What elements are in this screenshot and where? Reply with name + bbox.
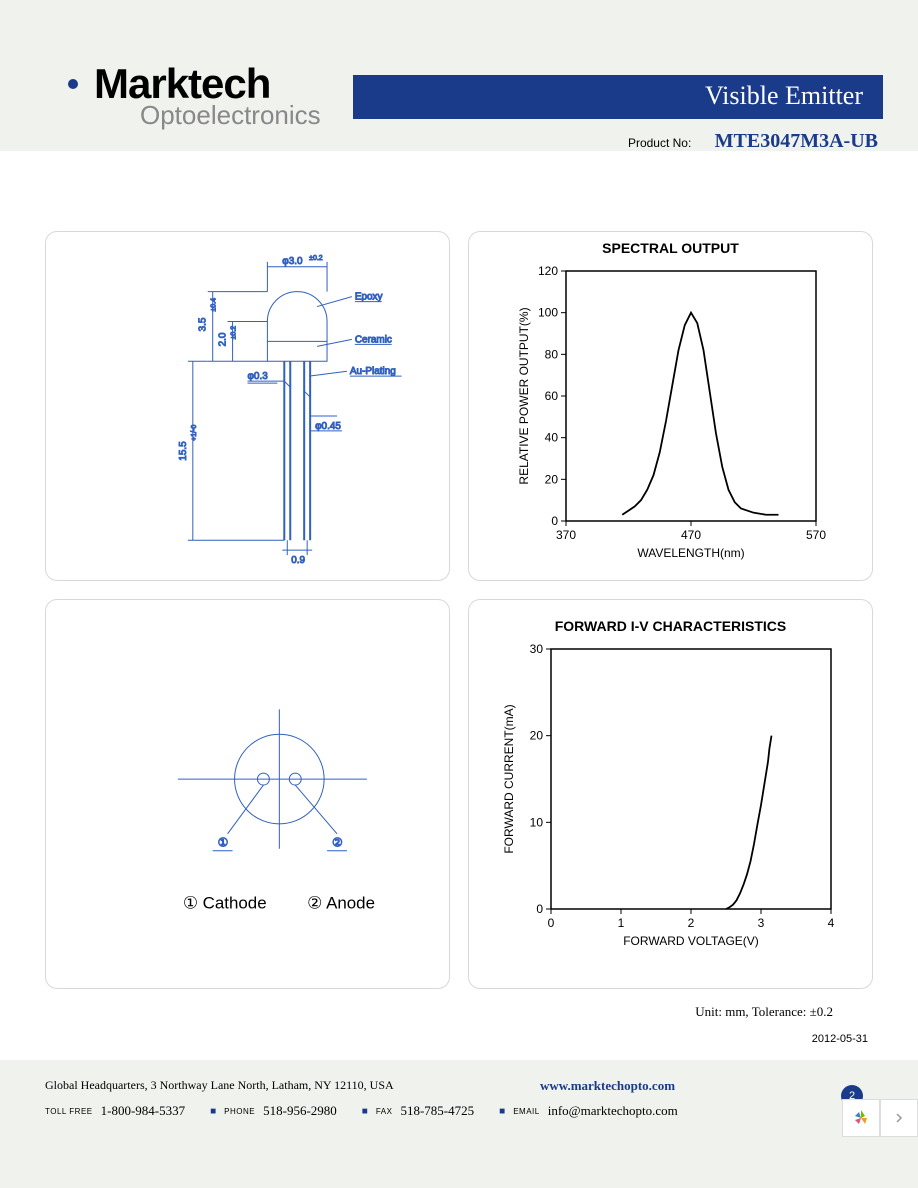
svg-text:570: 570 (805, 528, 825, 542)
svg-text:0: 0 (551, 514, 558, 528)
svg-text:φ0.45: φ0.45 (315, 421, 341, 432)
svg-text:80: 80 (544, 347, 558, 361)
svg-text:60: 60 (544, 389, 558, 403)
unit-note: Unit: mm, Tolerance: ±0.2 (45, 1004, 873, 1020)
mech-side-drawing: φ3.0 ±0.2 3.5 ±0.4 2.0 ±0.2 (46, 232, 449, 580)
svg-text:φ0.3: φ0.3 (248, 371, 269, 382)
email: ■ EMAIL info@marktechopto.com (499, 1103, 678, 1119)
svg-text:2.0: 2.0 (218, 332, 229, 346)
svg-text:②: ② (332, 836, 343, 850)
svg-text:WAVELENGTH(nm): WAVELENGTH(nm) (637, 546, 744, 560)
product-line: Product No: MTE3047M3A-UB (628, 130, 878, 153)
corner-widget (842, 1099, 918, 1137)
svg-text:①: ① (218, 836, 229, 850)
svg-text:40: 40 (544, 431, 558, 445)
footer-hq: Global Headquarters, 3 Northway Lane Nor… (45, 1078, 873, 1093)
title-bar: Visible Emitter (353, 75, 883, 119)
svg-text:3.5: 3.5 (198, 317, 209, 331)
svg-text:370: 370 (555, 528, 575, 542)
phone: ■ PHONE 518-956-2980 (210, 1103, 337, 1119)
svg-text:0.9: 0.9 (291, 555, 305, 566)
spectral-panel: SPECTRAL OUTPUT 0 20 40 60 80 100 120 370 470 570… (468, 231, 873, 581)
product-label: Product No: (628, 136, 691, 150)
iv-title: FORWARD I-V CHARACTERISTICS (469, 618, 872, 634)
mech-side-panel: φ3.0 ±0.2 3.5 ±0.4 2.0 ±0.2 (45, 231, 450, 581)
svg-text:30: 30 (529, 642, 543, 656)
bullet-icon: ■ (362, 1106, 368, 1117)
svg-text:±0.2: ±0.2 (231, 326, 238, 340)
svg-text:4: 4 (827, 916, 834, 930)
spectral-chart: 0 20 40 60 80 100 120 370 470 570 WAVELENGTH(nm) RE… (491, 256, 851, 566)
panel-grid: φ3.0 ±0.2 3.5 ±0.4 2.0 ±0.2 (45, 231, 873, 989)
svg-text:1: 1 (617, 916, 624, 930)
svg-text:20: 20 (529, 729, 543, 743)
product-number: MTE3047M3A-UB (715, 130, 878, 152)
svg-text:RELATIVE POWER OUTPUT(%): RELATIVE POWER OUTPUT(%) (517, 307, 531, 484)
bullet-icon: ■ (210, 1106, 216, 1117)
header: Marktech Optoelectronics Visible Emitter… (0, 0, 918, 151)
content: φ3.0 ±0.2 3.5 ±0.4 2.0 ±0.2 (0, 151, 918, 1060)
svg-text:Ceramic: Ceramic (355, 334, 392, 345)
bullet-icon: ■ (499, 1106, 505, 1117)
svg-text:φ3.0: φ3.0 (282, 256, 303, 267)
date: 2012-05-31 (812, 1033, 868, 1045)
svg-text:120: 120 (537, 264, 557, 278)
svg-text:0: 0 (536, 902, 543, 916)
svg-text:±0.2: ±0.2 (309, 255, 323, 262)
tollfree: TOLL FREE 1-800-984-5337 (45, 1103, 185, 1119)
iv-panel: FORWARD I-V CHARACTERISTICS 0 10 20 30 0 1 2 3 4… (468, 599, 873, 989)
svg-text:20: 20 (544, 472, 558, 486)
logo-icon (50, 64, 90, 104)
iv-chart: 0 10 20 30 0 1 2 3 4 FORWARD VOLTAGE(V) FORWARD CU… (481, 634, 861, 964)
mech-bottom-drawing: ① ② ① Cathode ② Anode (46, 600, 449, 988)
svg-text:15.5: 15.5 (178, 441, 189, 461)
svg-text:0: 0 (547, 916, 554, 930)
svg-text:+1/-0: +1/-0 (191, 425, 198, 441)
svg-text:① Cathode: ① Cathode (183, 893, 267, 912)
svg-text:470: 470 (680, 528, 700, 542)
corner-next-icon[interactable] (880, 1099, 918, 1137)
svg-text:±0.4: ±0.4 (211, 298, 218, 312)
spectral-title: SPECTRAL OUTPUT (469, 240, 872, 256)
svg-text:FORWARD CURRENT(mA): FORWARD CURRENT(mA) (502, 704, 516, 853)
footer-contacts: TOLL FREE 1-800-984-5337 ■ PHONE 518-956… (45, 1103, 873, 1119)
svg-text:Epoxy: Epoxy (355, 292, 383, 303)
footer: Global Headquarters, 3 Northway Lane Nor… (0, 1060, 918, 1137)
svg-text:FORWARD VOLTAGE(V): FORWARD VOLTAGE(V) (623, 934, 759, 948)
svg-text:10: 10 (529, 815, 543, 829)
svg-text:100: 100 (537, 306, 557, 320)
fax: ■ FAX 518-785-4725 (362, 1103, 474, 1119)
svg-text:② Anode: ② Anode (307, 893, 375, 912)
footer-website: www.marktechopto.com (540, 1078, 675, 1094)
svg-text:3: 3 (757, 916, 764, 930)
corner-logo-icon (842, 1099, 880, 1137)
svg-text:Au-Plating: Au-Plating (350, 366, 396, 377)
svg-text:2: 2 (687, 916, 694, 930)
mech-bottom-panel: ① ② ① Cathode ② Anode (45, 599, 450, 989)
